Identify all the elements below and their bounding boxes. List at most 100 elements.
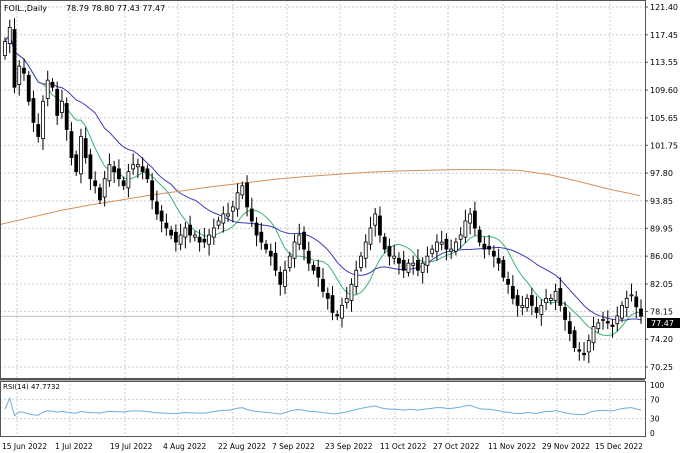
candle-bullish [297, 234, 302, 245]
candle-bearish [26, 74, 31, 102]
candle-bearish [64, 103, 69, 130]
candle-bullish [207, 234, 211, 245]
rsi-line [4, 396, 642, 417]
x-tick-label: 15 Jun 2022 [2, 442, 47, 451]
candle-bearish [501, 259, 506, 278]
candle-bullish [463, 220, 468, 238]
x-tick-label: 15 Dec 2022 [595, 442, 643, 451]
x-tick-label: 19 Jul 2022 [110, 442, 153, 451]
x-tick-label: 22 Aug 2022 [218, 442, 266, 451]
chart-header-symbol: FOIL.,Daily [4, 4, 47, 13]
y-tick-label: 86.00 [650, 252, 673, 261]
candle-bearish [164, 222, 169, 229]
candle-bearish [173, 231, 178, 243]
y-tick-label: 117.45 [650, 31, 678, 40]
rsi-level-label: 0 [650, 429, 655, 438]
current-price-label: 77.47 [651, 319, 674, 328]
y-tick-label: 113.55 [650, 58, 678, 67]
candle-bullish [624, 297, 629, 308]
candle-bearish [510, 286, 515, 299]
candle-bullish [430, 248, 435, 254]
y-tick-label: 74.20 [650, 335, 673, 344]
grid [0, 0, 645, 437]
candle-bearish [515, 295, 520, 306]
x-tick-label: 11 Oct 2022 [380, 442, 427, 451]
candle-bearish [306, 250, 311, 264]
candle-bullish [3, 41, 7, 56]
candle-bearish [278, 271, 283, 285]
candle-bearish [36, 124, 41, 137]
candle-bullish [620, 305, 624, 319]
y-tick-label: 89.95 [650, 224, 673, 233]
ma-mid-line [4, 33, 642, 321]
candle-bullish [240, 185, 245, 196]
candle-bullish [354, 269, 359, 287]
rsi-panel-frame [0, 381, 646, 437]
candle-bullish [107, 164, 112, 182]
candle-bearish [378, 215, 382, 236]
candle-bullish [453, 241, 458, 252]
candle-bullish [102, 178, 107, 198]
candle-bullish [340, 305, 344, 319]
candle-bearish [121, 180, 126, 187]
candle-bearish [567, 321, 572, 334]
x-tick-label: 23 Sep 2022 [325, 442, 373, 451]
candle-bearish [316, 267, 321, 278]
candle-bullish [591, 326, 596, 344]
candle-bullish [359, 255, 363, 268]
x-tick-label: 29 Nov 2022 [542, 442, 590, 451]
candle-bearish [202, 238, 207, 243]
candle-bullish [553, 290, 558, 301]
candle-bearish [254, 222, 259, 236]
candle-bullish [544, 297, 548, 304]
candle-bullish [183, 227, 188, 238]
candle-bullish [131, 164, 136, 170]
candle-bearish [639, 308, 643, 317]
candle-bearish [529, 295, 534, 306]
candle-bearish [387, 245, 392, 257]
candle-bearish [50, 81, 55, 88]
candle-bullish [615, 315, 620, 325]
candle-bullish [344, 297, 349, 304]
candle-bearish [74, 154, 79, 173]
candle-bullish [292, 241, 297, 259]
y-tick-label: 93.85 [650, 197, 673, 206]
rsi-level-label: 70 [650, 395, 660, 404]
x-tick-label: 11 Nov 2022 [488, 442, 536, 451]
rsi-label: RSI(14) 47.7732 [3, 383, 60, 391]
y-tick-label: 109.60 [650, 86, 678, 95]
candle-bearish [98, 187, 102, 201]
candle-bullish [435, 241, 439, 252]
candle-bullish [596, 322, 601, 330]
candle-bullish [216, 220, 221, 226]
y-tick-label: 70.25 [650, 363, 673, 372]
candle-bullish [45, 79, 50, 99]
candle-bearish [150, 180, 155, 201]
candle-bullish [525, 297, 529, 308]
candle-bearish [268, 250, 273, 257]
main-panel-frame [0, 0, 646, 379]
candle-bearish [472, 210, 477, 229]
rsi-level-label: 30 [650, 415, 660, 424]
candle-bullish [41, 100, 45, 140]
candle-bearish [12, 29, 17, 88]
candle-bullish [287, 255, 292, 268]
candle-bearish [69, 131, 74, 159]
candle-bullish [411, 262, 416, 266]
candle-bearish [22, 67, 26, 74]
candle-bearish [88, 154, 93, 180]
candle-bearish [112, 166, 117, 173]
chart-header-ohlc: 78.79 78.80 77.43 77.47 [66, 4, 165, 13]
candle-bullish [226, 213, 230, 217]
candle-bearish [197, 236, 202, 243]
rsi-level-label: 100 [650, 381, 665, 390]
candles [3, 18, 643, 364]
candle-bearish [188, 224, 193, 236]
candle-bullish [420, 262, 425, 273]
rsi-panel [4, 396, 642, 417]
ma-slow-line [0, 169, 641, 225]
candle-bearish [482, 243, 487, 250]
candle-bullish [368, 227, 373, 245]
candle-bearish [249, 208, 254, 222]
